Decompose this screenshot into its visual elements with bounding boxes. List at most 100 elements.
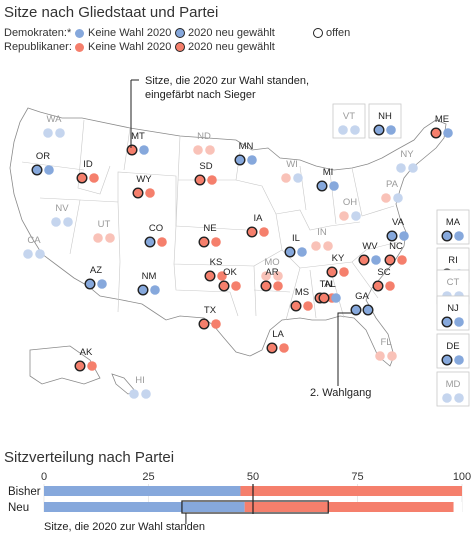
state-label-in: IN: [317, 227, 327, 238]
seat-marker-sc-1: [372, 280, 384, 292]
state-label-vt: VT: [342, 111, 356, 122]
seat-marker-al-2: [331, 293, 341, 303]
state-label-nv: NV: [55, 203, 69, 214]
state-label-az: AZ: [89, 265, 103, 276]
seat-marker-nc-1: [384, 254, 396, 266]
seat-marker-wv-1: [358, 254, 370, 266]
seat-marker-ne-2: [211, 237, 221, 247]
state-label-ia: IA: [253, 213, 263, 224]
alaska: [29, 345, 101, 385]
state-label-ny: NY: [400, 149, 414, 160]
chart-title: Sitzverteilung nach Partei: [4, 449, 175, 466]
seat-marker-al-1: [318, 292, 330, 304]
state-label-tx: TX: [203, 305, 217, 316]
seat-marker-wa-2: [55, 128, 65, 138]
tick-label-100: 100: [453, 471, 471, 483]
seat-marker-oh-2: [351, 211, 361, 221]
state-label-ct: CT: [446, 277, 460, 288]
seat-marker-nd-2: [205, 145, 215, 155]
seat-marker-sc-2: [385, 281, 395, 291]
state-label-ar: AR: [265, 267, 279, 278]
bar-neu-dem: [44, 502, 245, 512]
state-label-ne: NE: [203, 223, 217, 234]
state-label-wa: WA: [46, 114, 62, 125]
seat-marker-va-1: [386, 230, 398, 242]
bar-annotation: Sitze, die 2020 zur Wahl standen: [44, 521, 206, 533]
seat-marker-nv-2: [63, 217, 73, 227]
state-label-fl: FL: [380, 337, 392, 348]
seat-marker-nh-1: [373, 124, 385, 136]
seat-marker-ks-2: [217, 271, 227, 281]
seat-marker-ar-1: [260, 280, 272, 292]
seat-marker-nm-2: [150, 285, 160, 295]
state-label-va: VA: [392, 217, 404, 228]
seat-marker-ny-1: [396, 163, 406, 173]
seat-marker-co-1: [144, 236, 156, 248]
state-label-ks: KS: [209, 257, 223, 268]
legend-rep-new-dot: [175, 42, 185, 52]
seat-marker-md-2: [454, 393, 464, 403]
seat-marker-nv-1: [51, 217, 61, 227]
state-label-nc: NC: [389, 241, 403, 252]
seat-marker-wy-1: [132, 187, 144, 199]
legend-rep-no-election: Keine Wahl 2020: [88, 41, 172, 53]
seat-marker-mo-1: [261, 271, 271, 281]
seat-marker-fl-2: [387, 351, 397, 361]
seat-marker-sd-2: [207, 175, 217, 185]
bar-bisher-rep: [240, 486, 462, 496]
seat-marker-il-1: [284, 246, 296, 258]
seat-marker-ak-2: [87, 361, 97, 371]
seat-marker-wy-2: [145, 188, 155, 198]
seat-marker-ga-1: [350, 304, 362, 316]
seat-marker-nj-1: [441, 316, 453, 328]
seat-marker-la-1: [266, 342, 278, 354]
map-title: Sitze nach Gliedstaat und Partei: [4, 4, 219, 21]
tick-label-25: 25: [142, 471, 154, 483]
seat-marker-me-1: [430, 127, 442, 139]
us-senate-map: [9, 79, 470, 407]
state-label-sc: SC: [377, 267, 391, 278]
seat-marker-nc-2: [397, 255, 407, 265]
state-label-mi: MI: [322, 167, 334, 178]
seat-marker-wv-2: [371, 255, 381, 265]
seat-marker-wa-1: [43, 128, 53, 138]
annotation-leaders: [130, 79, 352, 386]
state-label-mt: MT: [131, 131, 145, 142]
seat-marker-wi-1: [281, 173, 291, 183]
seat-marker-tx-2: [211, 319, 221, 329]
legend-open: offen: [326, 27, 351, 39]
row-label-bisher: Bisher: [8, 486, 41, 498]
state-label-id: ID: [83, 159, 93, 170]
legend-rep-no-election-dot: [75, 43, 84, 52]
seat-marker-nj-2: [454, 317, 464, 327]
seat-marker-mn-1: [234, 154, 246, 166]
legend-dem-new-dot: [175, 28, 185, 38]
seat-marker-mt-2: [139, 145, 149, 155]
runoff-annotation: 2. Wahlgang: [310, 387, 372, 399]
state-label-nj: NJ: [447, 303, 459, 314]
seat-marker-de-2: [454, 355, 464, 365]
bar-neu-open: [453, 502, 462, 512]
seat-marker-ia-2: [259, 227, 269, 237]
state-label-md: MD: [445, 379, 461, 390]
state-label-ok: OK: [223, 267, 237, 278]
legend-rep-new: 2020 neu gewählt: [188, 41, 275, 53]
state-label-ut: UT: [97, 219, 111, 230]
seat-marker-ga-2: [362, 304, 374, 316]
bar-bisher-dem: [44, 486, 241, 496]
seat-marker-id-1: [76, 172, 88, 184]
seat-marker-co-2: [157, 237, 167, 247]
tick-label-75: 75: [351, 471, 363, 483]
seat-marker-wi-2: [293, 173, 303, 183]
seats-up-box: [181, 500, 329, 514]
state-label-tn: TN: [319, 279, 333, 290]
seat-marker-ia-1: [246, 226, 258, 238]
state-label-il: IL: [292, 233, 300, 244]
seats-up-annotation: Sitze, die 2020 zur Wahl standen, eingef…: [145, 75, 310, 101]
seat-marker-me-2: [443, 128, 453, 138]
seat-marker-vt-1: [338, 125, 348, 135]
row-label-neu: Neu: [8, 502, 29, 514]
seat-marker-or-2: [44, 165, 54, 175]
state-label-ca: CA: [27, 235, 41, 246]
seat-marker-fl-1: [375, 351, 385, 361]
